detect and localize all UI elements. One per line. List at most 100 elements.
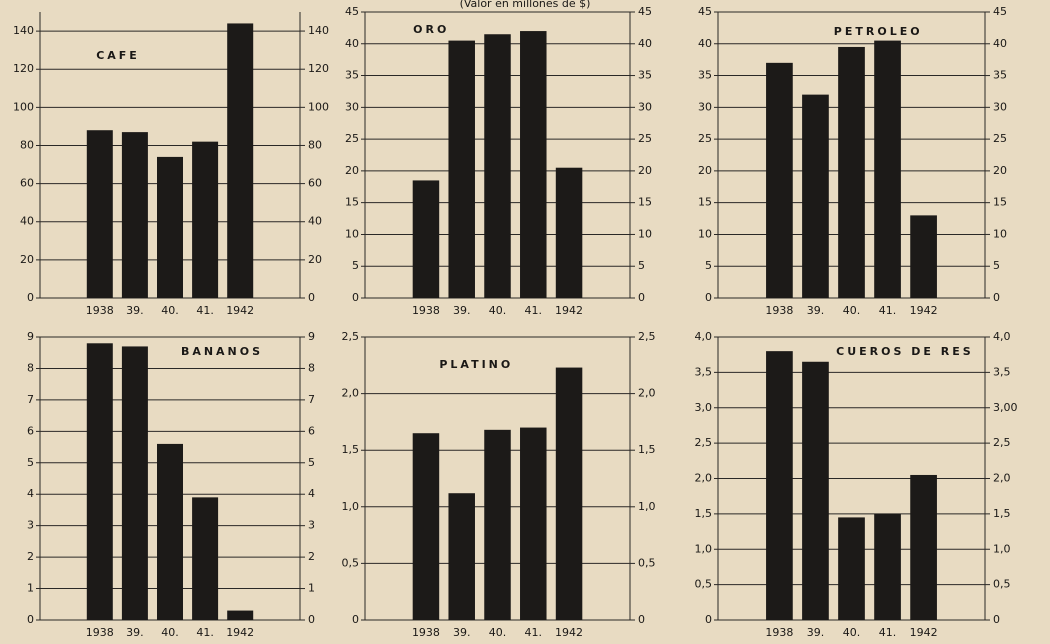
y-tick-label: 20 [20,253,34,266]
x-tick-label: 1942 [910,304,938,317]
x-tick-label: 40. [489,304,507,317]
y-tick-label: 7 [27,393,34,406]
y-tick-label: 8 [27,361,34,374]
y-tick-label: 0 [27,291,34,304]
y2-tick-label: 40 [638,37,652,50]
bar [520,31,547,299]
bar [448,40,475,298]
y-tick-label: 0,5 [342,556,360,569]
y-tick-label: 140 [13,24,34,37]
y2-tick-label: 3,5 [993,365,1011,378]
x-tick-label: 1942 [555,626,583,639]
y-tick-label: 0 [27,613,34,626]
chart-title: CUEROS DE RES [836,345,973,358]
y-tick-label: 5 [27,456,34,469]
y2-tick-label: 7 [308,393,315,406]
y-tick-label: 9 [27,330,34,343]
y2-tick-label: 1,0 [993,542,1011,555]
x-tick-label: 39. [807,304,825,317]
y-tick-label: 15 [698,196,712,209]
y-tick-label: 1,5 [342,443,360,456]
y-tick-label: 1,0 [342,500,360,513]
y2-tick-label: 3,00 [993,401,1018,414]
x-tick-label: 39. [453,626,471,639]
x-tick-label: 41. [879,626,897,639]
y-tick-label: 3 [27,519,34,532]
x-tick-label: 1938 [86,304,114,317]
y-tick-label: 0 [352,613,359,626]
y2-tick-label: 45 [993,5,1007,18]
bar [766,62,793,298]
y2-tick-label: 0 [308,613,315,626]
y-tick-label: 25 [698,132,712,145]
x-tick-label: 41. [525,304,543,317]
y-tick-label: 80 [20,138,34,151]
y2-tick-label: 30 [993,100,1007,113]
y-tick-label: 30 [345,100,359,113]
y-tick-label: 4,0 [695,330,713,343]
x-tick-label: 1942 [910,626,938,639]
y-tick-label: 2 [27,550,34,563]
y2-tick-label: 5 [638,259,645,272]
y-tick-label: 2,5 [342,330,360,343]
y-tick-label: 35 [345,69,359,82]
subtitle: (Valor en millones de $) [460,0,591,10]
y-tick-label: 45 [345,5,359,18]
y-tick-label: 30 [698,100,712,113]
y2-tick-label: 4,0 [993,330,1011,343]
y2-tick-label: 40 [308,215,322,228]
x-tick-label: 39. [807,626,825,639]
y2-tick-label: 1 [308,582,315,595]
y-tick-label: 20 [345,164,359,177]
y2-tick-label: 2 [308,550,315,563]
y2-tick-label: 25 [638,132,652,145]
x-tick-label: 41. [196,304,214,317]
y2-tick-label: 8 [308,361,315,374]
y-tick-label: 3,5 [695,365,713,378]
y-tick-label: 5 [705,259,712,272]
y-tick-label: 2,0 [342,387,360,400]
x-tick-label: 1938 [765,626,793,639]
y-tick-label: 3,0 [695,401,713,414]
bar [910,474,937,620]
y-tick-label: 10 [345,227,359,240]
x-tick-label: 1942 [555,304,583,317]
y2-tick-label: 40 [993,37,1007,50]
y-tick-label: 40 [20,215,34,228]
y2-tick-label: 35 [993,69,1007,82]
y2-tick-label: 20 [638,164,652,177]
y-tick-label: 120 [13,62,34,75]
x-tick-label: 39. [453,304,471,317]
y2-tick-label: 0 [638,291,645,304]
y-tick-label: 1,0 [695,542,713,555]
bar [412,180,440,298]
chart-title: PETROLEO [834,25,923,38]
bar [838,46,865,299]
y-tick-label: 10 [698,227,712,240]
bar [157,156,183,298]
y-tick-label: 0,5 [695,578,713,591]
x-tick-label: 40. [161,626,179,639]
y2-tick-label: 15 [993,196,1007,209]
x-tick-label: 40. [489,626,507,639]
y-tick-label: 35 [698,69,712,82]
y-tick-label: 2,5 [695,436,713,449]
y-tick-label: 40 [698,37,712,50]
bar [874,40,901,298]
x-tick-label: 1938 [765,304,793,317]
y-tick-label: 15 [345,196,359,209]
y-tick-label: 5 [352,259,359,272]
y2-tick-label: 5 [993,259,1000,272]
bar [910,215,937,298]
bar [802,94,829,298]
y-tick-label: 100 [13,100,34,113]
y2-tick-label: 0 [993,291,1000,304]
x-tick-label: 39. [126,626,144,639]
y-tick-label: 0 [705,613,712,626]
y2-tick-label: 20 [308,253,322,266]
y2-tick-label: 5 [308,456,315,469]
bar [555,167,583,298]
y2-tick-label: 1,5 [993,507,1011,520]
y-tick-label: 20 [698,164,712,177]
